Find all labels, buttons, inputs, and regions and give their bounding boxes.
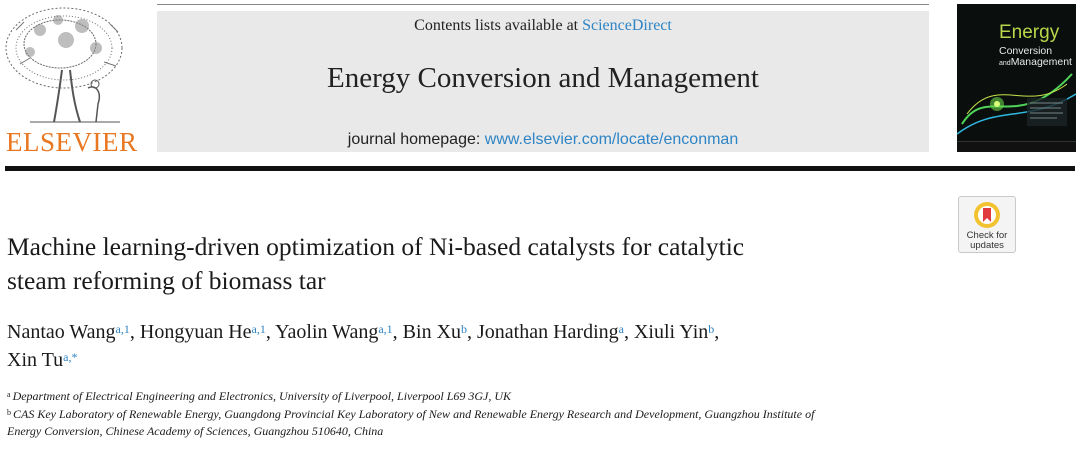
author-affiliation-marker[interactable]: a — [618, 322, 624, 336]
author-list: Nantao Wanga,1, Hongyuan Hea,1, Yaolin W… — [7, 321, 720, 371]
author-name[interactable]: Yaolin Wang — [275, 321, 379, 343]
affiliation-b: b CAS Key Laboratory of Renewable Energy,… — [7, 406, 967, 440]
cover-artwork-icon — [957, 73, 1076, 135]
affiliation-a: a Department of Electrical Engineering an… — [7, 389, 967, 404]
elsevier-wordmark: ELSEVIER — [6, 127, 138, 157]
author-affiliation-marker[interactable]: a,1 — [378, 322, 393, 336]
cover-subtitle: Conversion andManagement — [999, 46, 1073, 69]
check-for-label: Check for — [966, 230, 1008, 241]
updates-label: updates — [970, 240, 1004, 251]
cover-subtitle-and: and — [999, 60, 1011, 67]
author-name[interactable]: Jonathan Harding — [477, 321, 619, 343]
author-affiliation-marker[interactable]: b — [708, 322, 715, 336]
author-affiliation-marker[interactable]: a,1 — [251, 322, 266, 336]
cover-subtitle-conversion: Conversion — [999, 45, 1053, 57]
article-title-line-2: steam reforming of biomass tar — [7, 266, 326, 295]
journal-cover[interactable]: Energy Conversion andManagement — [957, 4, 1076, 152]
author-name[interactable]: Xin Tu — [7, 349, 64, 371]
article-title-line-1: Machine learning-driven optimization of … — [7, 232, 745, 261]
sciencedirect-link[interactable]: ScienceDirect — [582, 17, 672, 34]
check-for-updates-button[interactable]: Check for updates — [958, 196, 1016, 253]
affiliation-text-line-2: Energy Conversion, Chinese Academy of Sc… — [7, 424, 384, 438]
elsevier-logo[interactable]: ELSEVIER — [0, 0, 152, 158]
author-affiliation-marker[interactable]: a,1 — [115, 322, 130, 336]
cover-footer-strip — [957, 141, 1076, 152]
homepage-line: journal homepage: www.elsevier.com/locat… — [157, 131, 929, 149]
journal-banner: Contents lists available at ScienceDirec… — [157, 11, 929, 152]
article-title: Machine learning-driven optimization of … — [7, 230, 937, 298]
affiliation-key: b — [7, 408, 11, 417]
affiliation-text-line-1: CAS Key Laboratory of Renewable Energy, … — [13, 407, 815, 421]
author-name[interactable]: Hongyuan He — [139, 321, 252, 343]
affiliation-key: a — [7, 390, 11, 399]
cover-title: Energy — [999, 22, 1060, 43]
journal-homepage-link[interactable]: www.elsevier.com/locate/enconman — [484, 131, 739, 148]
contents-line: Contents lists available at ScienceDirec… — [157, 17, 929, 35]
author-name[interactable]: Bin Xu — [402, 321, 462, 343]
crossmark-icon — [974, 202, 1000, 228]
header-top-rule — [157, 4, 929, 5]
check-for-updates-label: Check for updates — [959, 231, 1015, 251]
elsevier-tree-icon — [5, 7, 123, 123]
author-name[interactable]: Xiuli Yin — [633, 321, 709, 343]
header-divider — [5, 166, 1075, 171]
author-affiliation-marker[interactable]: b — [461, 322, 468, 336]
homepage-prefix: journal homepage: — [347, 131, 485, 148]
affiliation-text: Department of Electrical Engineering and… — [12, 389, 512, 403]
journal-title: Energy Conversion and Management — [327, 62, 759, 94]
cover-subtitle-management: Management — [1010, 56, 1072, 68]
contents-prefix: Contents lists available at — [414, 17, 583, 34]
author-name[interactable]: Nantao Wang — [7, 321, 116, 343]
author-affiliation-marker[interactable]: a,* — [63, 350, 78, 364]
